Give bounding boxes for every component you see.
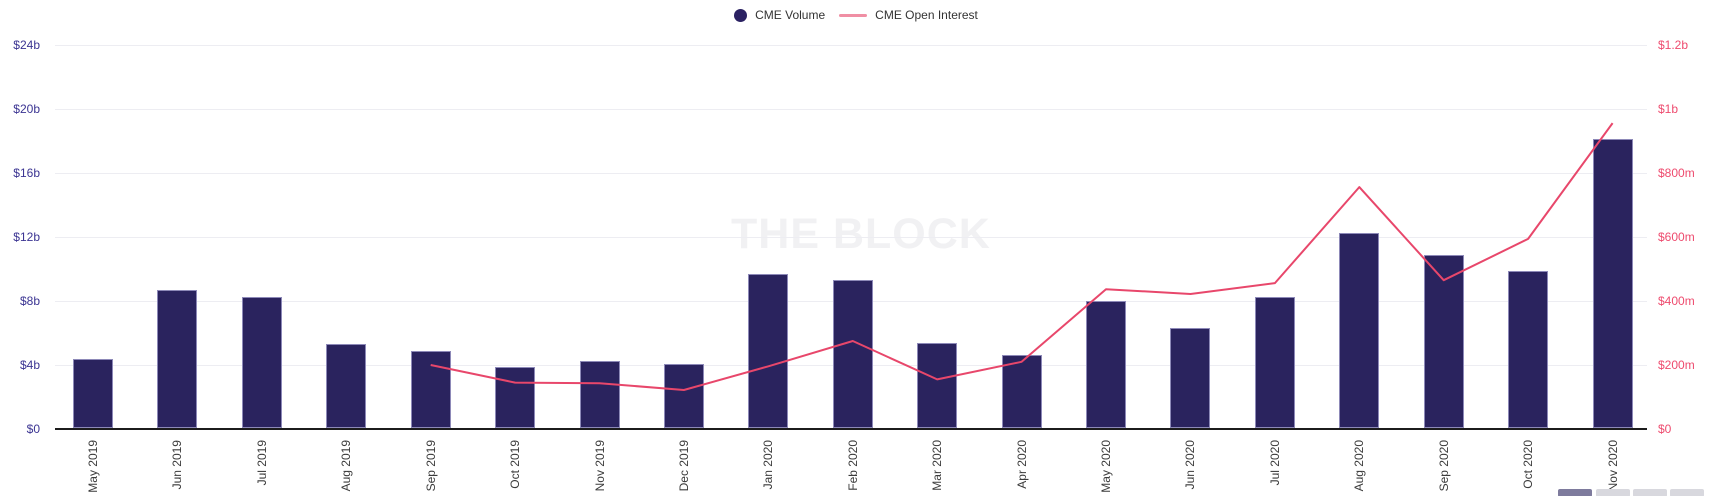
volume-bar-aug-2020[interactable] [1339, 233, 1380, 428]
right-axis-tick-label: $200m [1658, 358, 1695, 372]
x-axis-label: Sep 2019 [423, 440, 438, 492]
gridline [55, 45, 1647, 46]
chart-control-button-2[interactable] [1596, 489, 1630, 496]
right-axis-tick-label: $600m [1658, 230, 1695, 244]
x-axis-label: Oct 2020 [1521, 440, 1536, 489]
watermark: THE BLOCK [731, 210, 991, 258]
x-axis-label: Aug 2020 [1352, 440, 1367, 492]
volume-bar-aug-2019[interactable] [326, 344, 367, 428]
volume-bar-mar-2020[interactable] [917, 342, 958, 428]
volume-bar-jan-2020[interactable] [748, 273, 789, 428]
gridline [55, 173, 1647, 174]
x-axis-label: Nov 2020 [1605, 440, 1620, 492]
x-axis-label: May 2020 [1099, 440, 1114, 493]
chart-control-button-1[interactable] [1558, 489, 1592, 496]
left-axis-tick-label: $12b [13, 230, 40, 244]
volume-bar-nov-2020[interactable] [1592, 139, 1633, 428]
left-axis-tick-label: $16b [13, 166, 40, 180]
x-axis-label: Aug 2019 [339, 440, 354, 492]
left-axis-tick-label: $20b [13, 102, 40, 116]
x-axis-label: Jul 2020 [1267, 440, 1282, 486]
volume-bar-jul-2019[interactable] [241, 297, 282, 428]
x-axis-label: Jun 2019 [170, 440, 185, 490]
volume-bar-apr-2020[interactable] [1001, 355, 1042, 428]
x-axis-label: Oct 2019 [508, 440, 523, 489]
volume-bar-jul-2020[interactable] [1254, 297, 1295, 428]
volume-bar-oct-2020[interactable] [1508, 270, 1549, 428]
x-axis-label: Jun 2020 [1183, 440, 1198, 490]
legend-label: CME Open Interest [875, 8, 978, 22]
x-axis-label: Nov 2019 [592, 440, 607, 492]
legend-label: CME Volume [755, 8, 826, 22]
open-interest-line-icon [839, 13, 868, 17]
volume-bar-jun-2019[interactable] [157, 289, 198, 428]
legend-item-cme-volume[interactable]: CME Volume [734, 8, 825, 22]
volume-dot-icon [734, 8, 748, 22]
right-axis-tick-label: $1.2b [1658, 38, 1689, 52]
left-axis-tick-label: $24b [13, 38, 40, 52]
gridline [55, 237, 1647, 238]
right-axis-tick-label: $400m [1658, 294, 1695, 308]
chart-control-button-4[interactable] [1670, 489, 1704, 496]
x-axis-label: Sep 2020 [1436, 440, 1451, 492]
volume-bar-dec-2019[interactable] [663, 364, 704, 428]
right-axis-tick-label: $1b [1658, 102, 1679, 116]
x-axis-label: Jan 2020 [761, 440, 776, 490]
x-axis-label: May 2019 [86, 440, 100, 493]
right-axis-tick-label: $800m [1658, 166, 1695, 180]
legend: CME Volume CME Open Interest [0, 8, 1712, 22]
gridline [55, 109, 1647, 110]
x-axis-line [55, 428, 1647, 430]
volume-bar-feb-2020[interactable] [832, 280, 873, 428]
volume-bar-may-2020[interactable] [1086, 301, 1127, 428]
legend-item-cme-open-interest[interactable]: CME Open Interest [839, 8, 978, 22]
x-axis-label: Apr 2020 [1014, 440, 1029, 489]
left-axis-tick-label: $0 [26, 422, 40, 436]
volume-bar-oct-2019[interactable] [495, 366, 536, 428]
left-axis-tick-label: $4b [19, 358, 40, 372]
volume-bar-sep-2019[interactable] [410, 350, 451, 428]
x-axis-label: Mar 2020 [930, 440, 945, 491]
volume-bar-nov-2019[interactable] [579, 361, 620, 428]
chart-control-button-3[interactable] [1633, 489, 1667, 496]
x-axis-label: Feb 2020 [845, 440, 860, 491]
x-axis-label: Jul 2019 [254, 440, 269, 486]
volume-bar-jun-2020[interactable] [1170, 328, 1211, 428]
x-axis-label: Dec 2019 [676, 440, 691, 492]
left-axis-tick-label: $8b [19, 294, 40, 308]
volume-bar-may-2019[interactable] [73, 358, 113, 428]
volume-bar-sep-2020[interactable] [1423, 254, 1464, 428]
right-axis-tick-label: $0 [1658, 422, 1672, 436]
